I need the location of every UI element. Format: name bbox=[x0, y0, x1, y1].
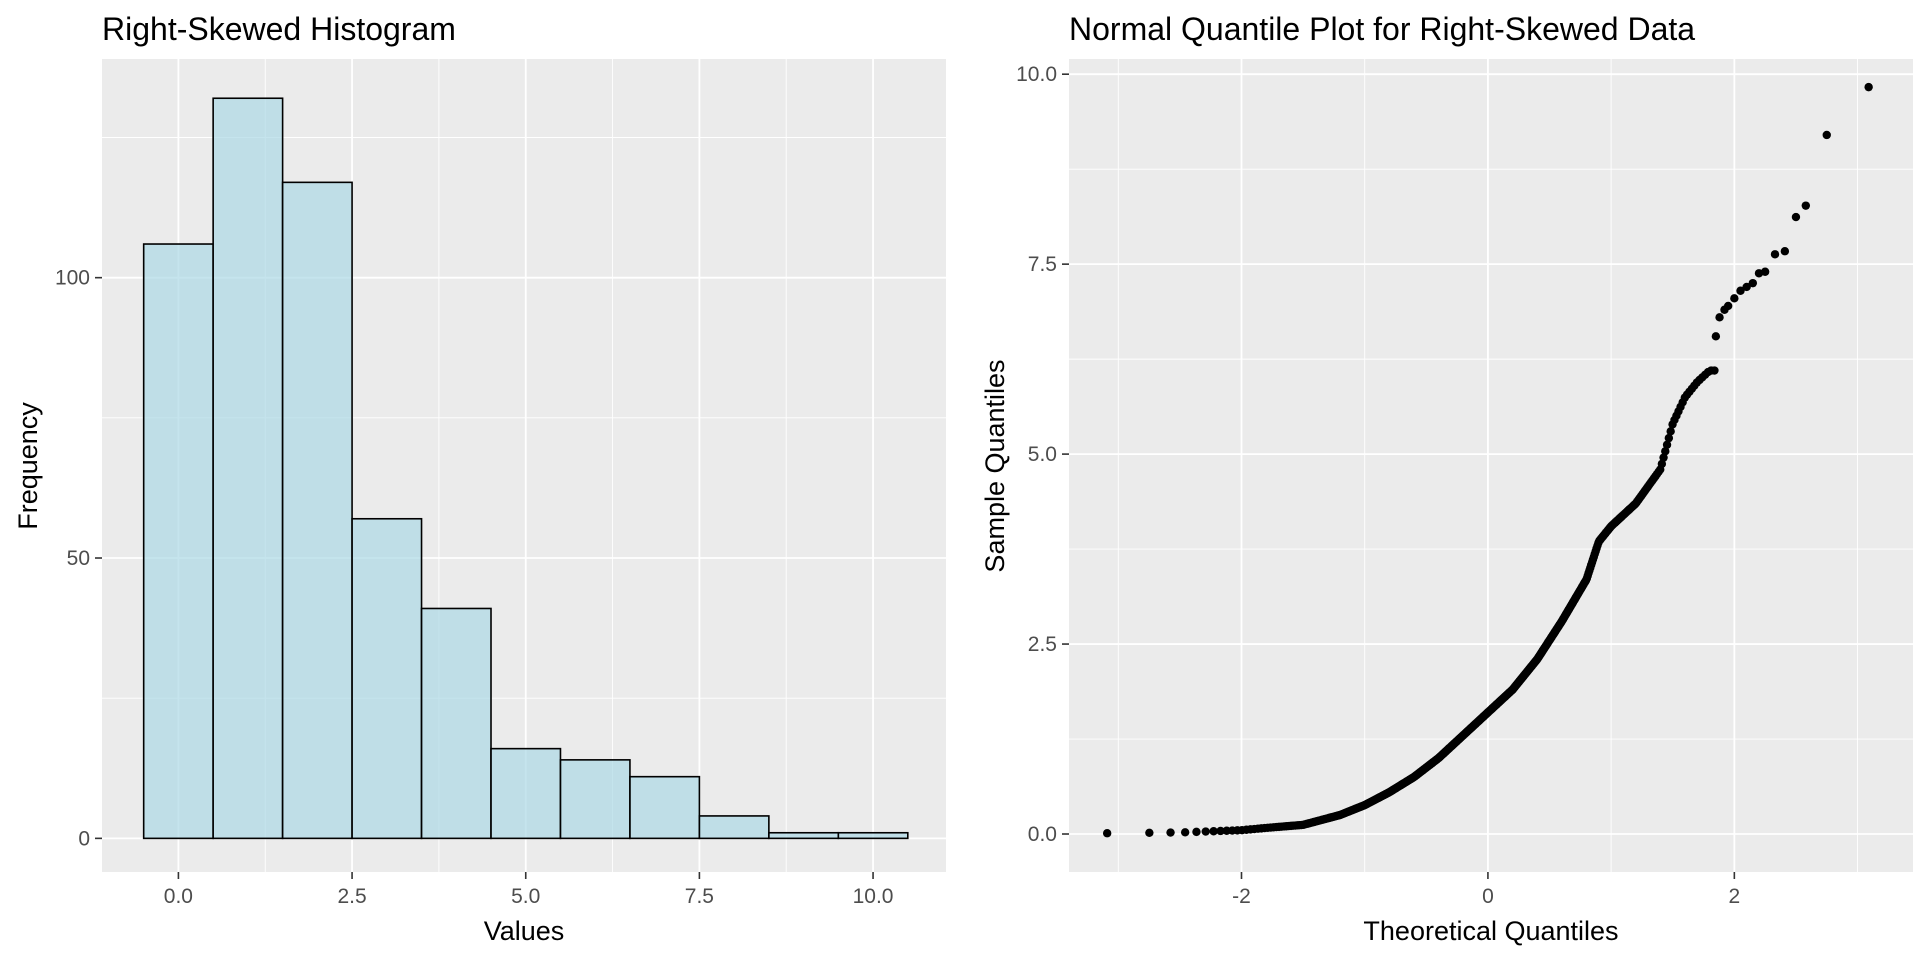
qq-point bbox=[1216, 826, 1225, 836]
qq-point bbox=[1102, 829, 1112, 838]
hist-x-tick-label: 2.5 bbox=[337, 885, 366, 908]
histogram-bar bbox=[420, 607, 492, 840]
qq-point bbox=[1201, 827, 1210, 836]
qq-x-tick-label: 2 bbox=[1728, 885, 1740, 908]
histogram-bars bbox=[142, 97, 909, 840]
histogram-y-ticks: 0 50 100 bbox=[55, 267, 102, 850]
qq-plot-gridlines bbox=[1069, 59, 1913, 872]
qq-y-tick-label: 2.5 bbox=[1028, 633, 1057, 656]
qq-y-tick-label: 10.0 bbox=[1016, 63, 1057, 86]
qq-point bbox=[1711, 332, 1721, 341]
histogram-title: Right-Skewed Histogram bbox=[102, 11, 456, 47]
qq-y-tick-label: 5.0 bbox=[1028, 443, 1057, 466]
qq-plot-y-axis-title: Sample Quantiles bbox=[980, 359, 1010, 572]
hist-x-tick-label: 10.0 bbox=[853, 885, 894, 908]
qq-plot-panel: -2 0 2 0.0 2.5 5.0 7.5 10.0 Normal Quantile Pl… bbox=[980, 11, 1913, 946]
qq-point bbox=[1145, 828, 1154, 838]
histogram-bar bbox=[837, 831, 909, 840]
qq-point bbox=[1664, 433, 1674, 443]
qq-point bbox=[1780, 247, 1790, 256]
qq-point bbox=[1192, 827, 1201, 837]
qq-plot-y-ticks: 0.0 2.5 5.0 7.5 10.0 bbox=[1016, 63, 1069, 846]
histogram-bar bbox=[351, 517, 423, 840]
qq-point bbox=[1661, 447, 1670, 456]
histogram-bar bbox=[698, 815, 770, 840]
qq-plot-x-ticks: -2 0 2 bbox=[1232, 872, 1740, 908]
qq-point bbox=[1666, 427, 1675, 436]
qq-plot-title: Normal Quantile Plot for Right-Skewed Da… bbox=[1069, 11, 1695, 47]
histogram-bar bbox=[281, 181, 353, 840]
qq-point bbox=[1209, 827, 1218, 836]
qq-point bbox=[1659, 453, 1668, 462]
histogram-bar bbox=[490, 747, 562, 840]
qq-point bbox=[1760, 267, 1770, 276]
histogram-bar bbox=[142, 243, 214, 840]
qq-plot-points bbox=[1102, 82, 1873, 838]
histogram-bar bbox=[629, 775, 701, 840]
qq-plot-background bbox=[1069, 59, 1913, 872]
histogram-bar bbox=[559, 759, 631, 840]
qq-point bbox=[1736, 286, 1745, 295]
qq-x-tick-label: 0 bbox=[1482, 885, 1494, 908]
hist-y-tick-label: 0 bbox=[78, 827, 90, 850]
qq-point bbox=[1715, 313, 1724, 322]
histogram-y-axis-title: Frequency bbox=[13, 402, 43, 530]
qq-point bbox=[1822, 130, 1831, 140]
hist-y-tick-label: 50 bbox=[67, 547, 90, 570]
qq-x-tick-label: -2 bbox=[1232, 885, 1251, 908]
histogram-x-axis-title: Values bbox=[484, 916, 565, 946]
histogram-bar bbox=[212, 97, 284, 840]
histogram-panel: 0.0 2.5 5.0 7.5 10.0 0 50 100 Right-Skewed His… bbox=[13, 11, 946, 946]
qq-point bbox=[1742, 282, 1751, 292]
qq-point bbox=[1730, 294, 1739, 303]
qq-point bbox=[1770, 250, 1780, 259]
qq-point bbox=[1801, 201, 1811, 210]
qq-point bbox=[1723, 301, 1733, 311]
hist-y-tick-label: 100 bbox=[55, 267, 90, 290]
qq-point bbox=[1864, 82, 1873, 92]
qq-point bbox=[1662, 440, 1672, 449]
histogram-x-ticks: 0.0 2.5 5.0 7.5 10.0 bbox=[164, 872, 894, 908]
qq-point bbox=[1791, 212, 1801, 222]
hist-x-tick-label: 7.5 bbox=[685, 885, 714, 908]
qq-y-tick-label: 0.0 bbox=[1028, 823, 1057, 846]
histogram-bar bbox=[768, 831, 840, 840]
hist-x-tick-label: 5.0 bbox=[511, 885, 540, 908]
hist-x-tick-label: 0.0 bbox=[164, 885, 193, 908]
qq-point bbox=[1748, 278, 1758, 288]
qq-plot-x-axis-title: Theoretical Quantiles bbox=[1363, 916, 1618, 946]
qq-point bbox=[1180, 828, 1190, 837]
qq-point bbox=[1166, 828, 1175, 837]
qq-point bbox=[1710, 366, 1719, 375]
qq-y-tick-label: 7.5 bbox=[1028, 253, 1057, 276]
